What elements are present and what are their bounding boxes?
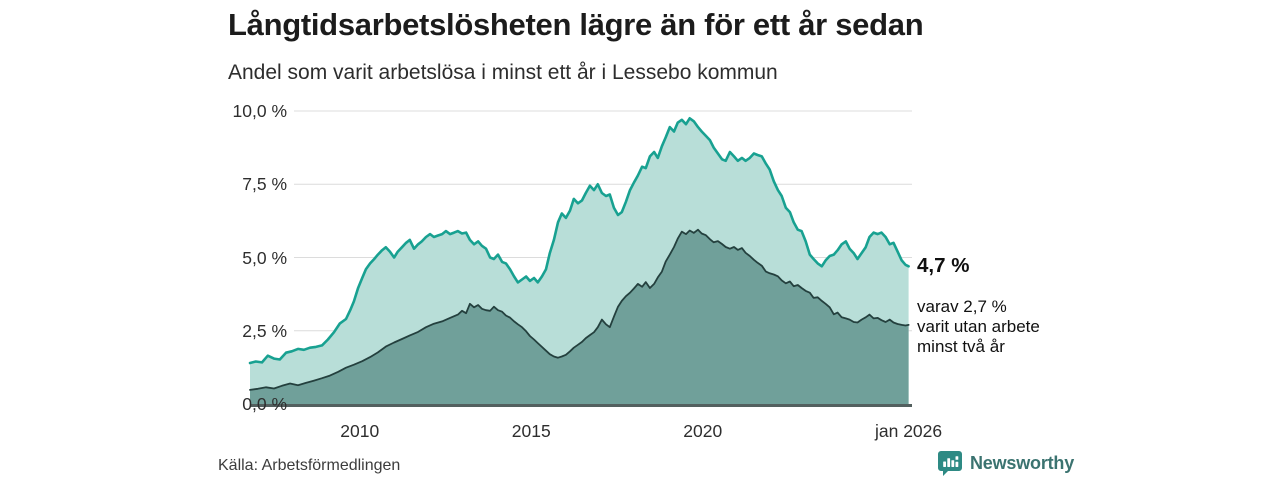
y-tick-label: 0,0 %	[242, 394, 287, 414]
x-tick-label: jan 2026	[874, 421, 943, 441]
secondary-value-label: varav 2,7 % varit utan arbete minst två …	[917, 297, 1040, 357]
one-year-line	[248, 117, 910, 365]
y-tick-label: 10,0 %	[232, 101, 287, 121]
secondary-value-line: minst två år	[917, 337, 1005, 356]
secondary-value-line: varit utan arbete	[917, 317, 1040, 336]
newsworthy-bubble-chart-icon	[937, 450, 963, 477]
x-tick-label: 2020	[683, 421, 723, 441]
x-tick-label: 2010	[340, 421, 380, 441]
y-tick-label: 7,5 %	[242, 174, 287, 195]
two-year-area	[250, 229, 909, 404]
latest-value-label: 4,7 %	[917, 254, 970, 277]
chart-subtitle: Andel som varit arbetslösa i minst ett å…	[228, 61, 778, 84]
newsworthy-wordmark: Newsworthy	[970, 453, 1075, 473]
secondary-value-line: varav 2,7 %	[917, 297, 1007, 316]
source-caption: Källa: Arbetsförmedlingen	[218, 457, 401, 474]
y-tick-label: 2,5 %	[242, 320, 287, 341]
newsworthy-logo: Newsworthy	[937, 450, 1074, 477]
two-year-line	[249, 228, 910, 391]
x-tick-label: 2015	[511, 421, 551, 441]
page-title: Långtidsarbetslösheten lägre än för ett …	[228, 7, 924, 42]
y-tick-label: 5,0 %	[242, 247, 287, 268]
